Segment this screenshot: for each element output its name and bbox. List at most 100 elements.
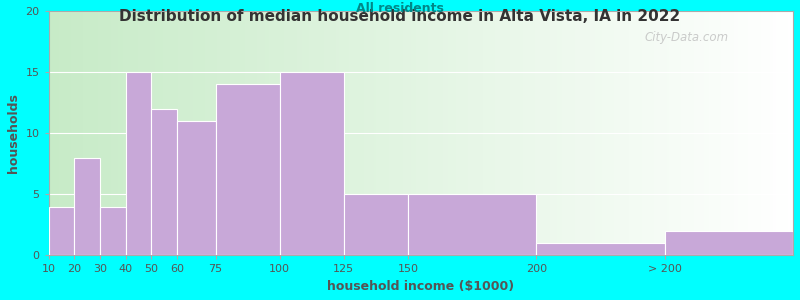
Bar [141, 11, 143, 256]
Bar [646, 11, 649, 256]
Bar [751, 11, 754, 256]
Bar [774, 11, 776, 256]
Bar [560, 11, 562, 256]
Bar [691, 11, 694, 256]
Bar [409, 11, 411, 256]
Bar [736, 11, 738, 256]
Bar [344, 11, 346, 256]
Bar [133, 11, 135, 256]
Bar [230, 11, 232, 256]
Bar [110, 11, 113, 256]
Bar [540, 11, 542, 256]
Bar [215, 84, 280, 256]
Bar [770, 11, 774, 256]
Bar [334, 11, 337, 256]
Bar [634, 11, 637, 256]
Bar [324, 11, 326, 256]
Bar [116, 11, 118, 256]
Bar [711, 11, 714, 256]
Bar [498, 11, 500, 256]
Bar [594, 11, 597, 256]
Bar [188, 11, 190, 256]
Bar [731, 11, 734, 256]
Bar [510, 11, 513, 256]
Bar [108, 11, 110, 256]
Bar [202, 11, 205, 256]
Bar [490, 11, 493, 256]
Bar [746, 11, 748, 256]
Bar [421, 11, 423, 256]
Bar [461, 11, 463, 256]
Bar [113, 11, 116, 256]
X-axis label: household income ($1000): household income ($1000) [327, 280, 514, 293]
Bar [723, 11, 726, 256]
Bar [292, 11, 294, 256]
Bar [666, 11, 669, 256]
Bar [151, 109, 177, 256]
Bar [778, 11, 781, 256]
Bar [580, 11, 582, 256]
Bar [193, 11, 195, 256]
Bar [555, 11, 558, 256]
Bar [726, 11, 729, 256]
Bar [326, 11, 329, 256]
Bar [602, 11, 605, 256]
Bar [274, 11, 277, 256]
Bar [597, 11, 599, 256]
Bar [470, 11, 473, 256]
Bar [522, 11, 525, 256]
Bar [624, 11, 627, 256]
Bar [138, 11, 141, 256]
Bar [565, 11, 567, 256]
Bar [354, 11, 356, 256]
Bar [761, 11, 763, 256]
Bar [473, 11, 475, 256]
Bar [403, 11, 406, 256]
Bar [542, 11, 545, 256]
Bar [222, 11, 225, 256]
Bar [734, 11, 736, 256]
Bar [61, 11, 63, 256]
Bar [86, 11, 88, 256]
Bar [162, 11, 166, 256]
Bar [502, 11, 506, 256]
Bar [91, 11, 94, 256]
Bar [738, 11, 741, 256]
Bar [612, 11, 614, 256]
Bar [679, 11, 682, 256]
Bar [786, 11, 788, 256]
Bar [481, 11, 483, 256]
Bar [96, 11, 98, 256]
Bar [284, 11, 287, 256]
Bar [411, 11, 414, 256]
Bar [538, 11, 540, 256]
Bar [709, 11, 711, 256]
Bar [195, 11, 198, 256]
Bar [362, 11, 364, 256]
Bar [408, 194, 536, 256]
Bar [768, 11, 770, 256]
Bar [677, 11, 679, 256]
Bar [394, 11, 396, 256]
Bar [322, 11, 324, 256]
Bar [689, 11, 691, 256]
Bar [450, 11, 453, 256]
Bar [364, 11, 366, 256]
Bar [570, 11, 572, 256]
Bar [614, 11, 617, 256]
Bar [74, 11, 76, 256]
Bar [714, 11, 716, 256]
Bar [426, 11, 428, 256]
Bar [250, 11, 252, 256]
Bar [381, 11, 384, 256]
Bar [515, 11, 518, 256]
Bar [384, 11, 386, 256]
Bar [173, 11, 175, 256]
Bar [475, 11, 478, 256]
Bar [254, 11, 257, 256]
Bar [88, 11, 91, 256]
Bar [418, 11, 421, 256]
Bar [665, 231, 793, 256]
Bar [599, 11, 602, 256]
Bar [98, 11, 101, 256]
